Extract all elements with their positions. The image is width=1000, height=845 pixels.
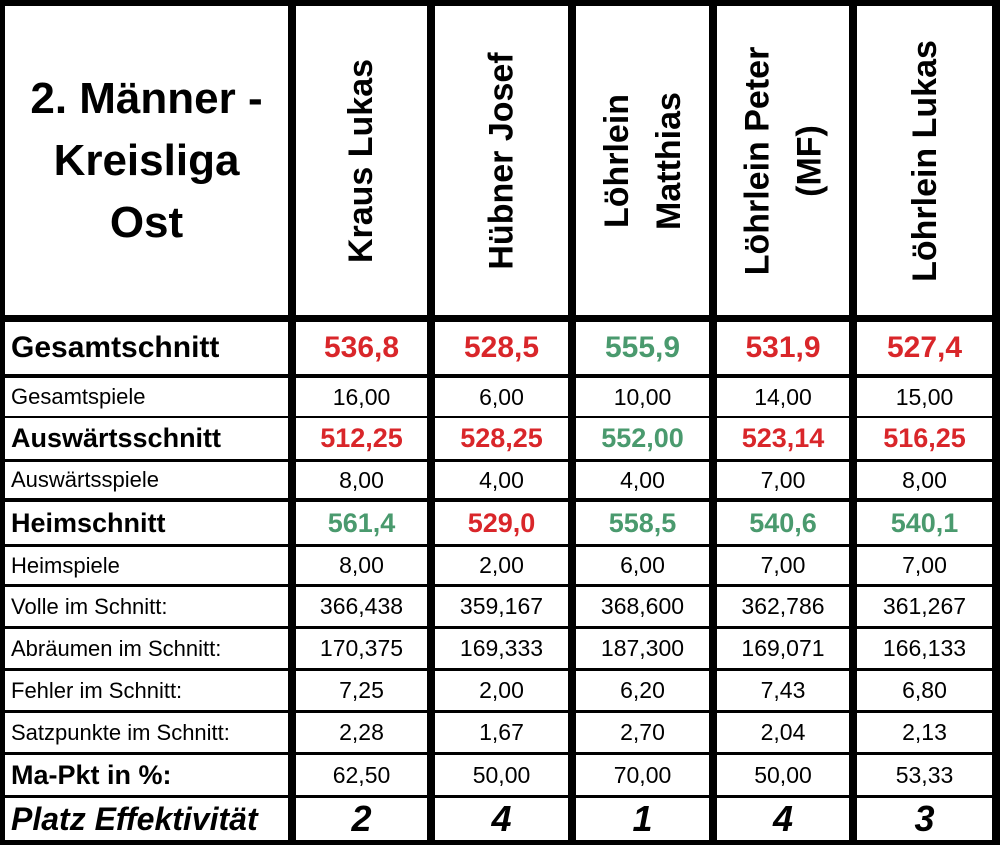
value-cell: 169,071 xyxy=(717,629,849,668)
row-label: Platz Effektivität xyxy=(5,798,288,840)
player-name-line: Kraus Lukas xyxy=(342,58,381,263)
value-cell: 528,25 xyxy=(435,418,568,459)
player-name: Löhrlein Lukas xyxy=(899,40,951,282)
player-header: Kraus Lukas xyxy=(296,6,427,315)
row-label: Auswärtsschnitt xyxy=(5,418,288,459)
player-header: Hübner Josef xyxy=(435,6,568,315)
value-cell: 15,00 xyxy=(857,378,992,416)
value-cell: 187,300 xyxy=(576,629,709,668)
player-name-line: (MF) xyxy=(790,124,829,197)
player-name-line: Matthias xyxy=(649,91,688,230)
value-cell: 512,25 xyxy=(296,418,427,459)
value-cell: 529,0 xyxy=(435,502,568,544)
value-cell: 4,00 xyxy=(576,462,709,498)
value-cell: 14,00 xyxy=(717,378,849,416)
row-label: Heimschnitt xyxy=(5,502,288,544)
value-cell: 2,00 xyxy=(435,547,568,584)
player-name-line: Löhrlein Lukas xyxy=(905,39,944,282)
value-cell: 4 xyxy=(717,798,849,840)
row-label: Auswärtsspiele xyxy=(5,462,288,498)
value-cell: 8,00 xyxy=(857,462,992,498)
value-cell: 528,5 xyxy=(435,322,568,374)
value-cell: 366,438 xyxy=(296,587,427,626)
value-cell: 6,80 xyxy=(857,671,992,710)
value-cell: 7,43 xyxy=(717,671,849,710)
value-cell: 558,5 xyxy=(576,502,709,544)
value-cell: 166,133 xyxy=(857,629,992,668)
value-cell: 2,70 xyxy=(576,713,709,752)
row-label: Abräumen im Schnitt: xyxy=(5,629,288,668)
value-cell: 16,00 xyxy=(296,378,427,416)
value-cell: 516,25 xyxy=(857,418,992,459)
player-name-line: Hübner Josef xyxy=(482,51,521,270)
value-cell: 50,00 xyxy=(435,755,568,795)
value-cell: 2,28 xyxy=(296,713,427,752)
row-label: Fehler im Schnitt: xyxy=(5,671,288,710)
value-cell: 7,25 xyxy=(296,671,427,710)
value-cell: 169,333 xyxy=(435,629,568,668)
value-cell: 1 xyxy=(576,798,709,840)
value-cell: 62,50 xyxy=(296,755,427,795)
value-cell: 50,00 xyxy=(717,755,849,795)
value-cell: 6,00 xyxy=(435,378,568,416)
value-cell: 170,375 xyxy=(296,629,427,668)
player-name: Löhrlein Peter (MF) xyxy=(731,46,835,275)
row-label: Satzpunkte im Schnitt: xyxy=(5,713,288,752)
value-cell: 2,04 xyxy=(717,713,849,752)
value-cell: 561,4 xyxy=(296,502,427,544)
value-cell: 527,4 xyxy=(857,322,992,374)
value-cell: 4 xyxy=(435,798,568,840)
row-label: Ma-Pkt in %: xyxy=(5,755,288,795)
value-cell: 7,00 xyxy=(717,547,849,584)
value-cell: 2 xyxy=(296,798,427,840)
value-cell: 555,9 xyxy=(576,322,709,374)
value-cell: 4,00 xyxy=(435,462,568,498)
player-name: Hübner Josef xyxy=(476,52,528,269)
row-label: Volle im Schnitt: xyxy=(5,587,288,626)
value-cell: 531,9 xyxy=(717,322,849,374)
row-label: Gesamtspiele xyxy=(5,378,288,416)
player-name-line: Löhrlein xyxy=(597,93,636,228)
value-cell: 70,00 xyxy=(576,755,709,795)
value-cell: 1,67 xyxy=(435,713,568,752)
value-cell: 536,8 xyxy=(296,322,427,374)
value-cell: 7,00 xyxy=(717,462,849,498)
value-cell: 7,00 xyxy=(857,547,992,584)
player-name-line: Löhrlein Peter xyxy=(738,46,777,275)
value-cell: 359,167 xyxy=(435,587,568,626)
player-header: Löhrlein Matthias xyxy=(576,6,709,315)
value-cell: 53,33 xyxy=(857,755,992,795)
value-cell: 361,267 xyxy=(857,587,992,626)
title-line: Ost xyxy=(109,197,184,247)
player-name: Löhrlein Matthias xyxy=(591,92,695,230)
value-cell: 8,00 xyxy=(296,547,427,584)
title-line: 2. Männer - xyxy=(30,73,263,123)
value-cell: 2,13 xyxy=(857,713,992,752)
player-header: Löhrlein Peter (MF) xyxy=(717,6,849,315)
value-cell: 6,20 xyxy=(576,671,709,710)
table-title: 2. Männer - Kreisliga Ost xyxy=(5,6,288,315)
player-header: Löhrlein Lukas xyxy=(857,6,992,315)
value-cell: 3 xyxy=(857,798,992,840)
value-cell: 368,600 xyxy=(576,587,709,626)
value-cell: 8,00 xyxy=(296,462,427,498)
value-cell: 10,00 xyxy=(576,378,709,416)
row-label: Heimspiele xyxy=(5,547,288,584)
value-cell: 540,1 xyxy=(857,502,992,544)
title-line: Kreisliga xyxy=(53,135,240,185)
row-label: Gesamtschnitt xyxy=(5,322,288,374)
player-name: Kraus Lukas xyxy=(336,58,388,262)
value-cell: 362,786 xyxy=(717,587,849,626)
value-cell: 540,6 xyxy=(717,502,849,544)
value-cell: 2,00 xyxy=(435,671,568,710)
value-cell: 523,14 xyxy=(717,418,849,459)
value-cell: 6,00 xyxy=(576,547,709,584)
value-cell: 552,00 xyxy=(576,418,709,459)
